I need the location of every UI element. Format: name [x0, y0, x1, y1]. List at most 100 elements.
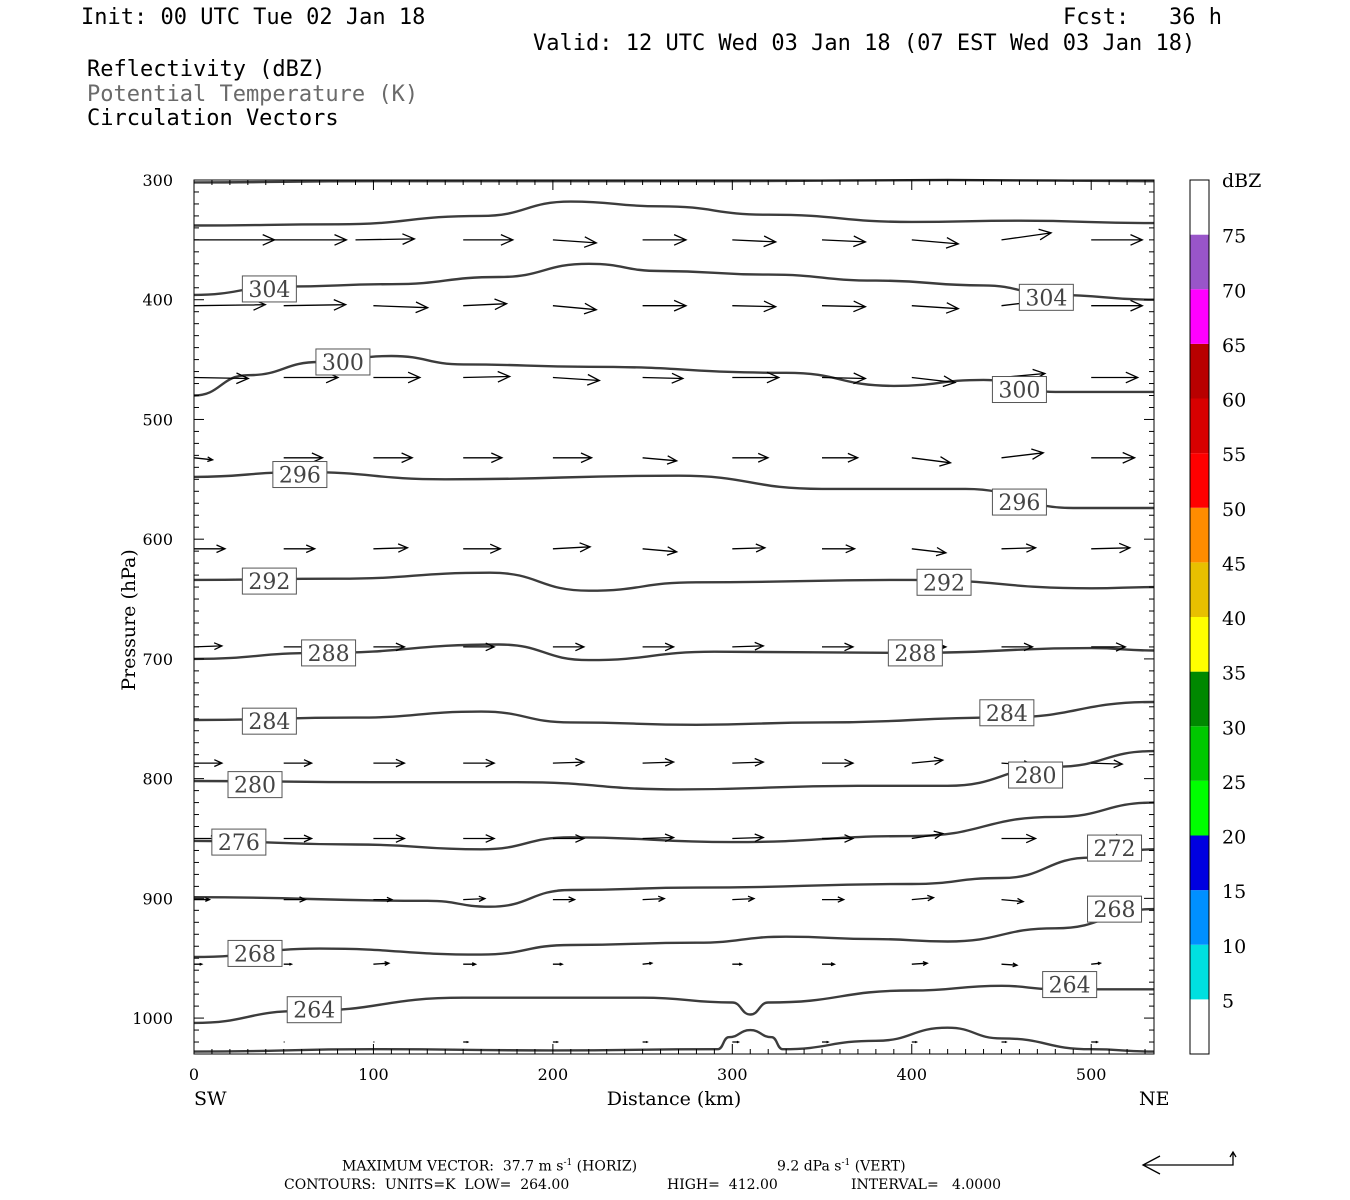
circulation-vector [642, 546, 679, 556]
max-vector-line: MAXIMUM VECTOR: 37.7 m s-1 (HORIZ) [342, 1158, 637, 1175]
contour-label: 304 [248, 278, 290, 303]
max-vector-label: MAXIMUM VECTOR: [342, 1158, 494, 1175]
circulation-vector [355, 233, 416, 245]
contour-high-label: HIGH= [667, 1177, 720, 1193]
colorbar-level-label: 35 [1222, 663, 1246, 685]
circulation-vector [732, 371, 781, 384]
colorbar-level-label: 65 [1222, 335, 1246, 357]
contour-label-box [1018, 283, 1074, 311]
colorbar-level-label: 70 [1222, 280, 1246, 302]
contour-label: 288 [894, 642, 936, 667]
circulation-vector [463, 758, 496, 768]
circulation-vector [463, 834, 496, 843]
contour-label-box [286, 996, 342, 1024]
contour-interval: INTERVAL= 4.0000 [851, 1177, 1001, 1193]
circulation-vector [552, 642, 586, 652]
circulation-vector [911, 375, 957, 388]
circulation-vector [373, 758, 406, 768]
colorbar-level-label: 40 [1222, 608, 1246, 630]
contour-label-box [211, 828, 267, 856]
circulation-vector [194, 234, 277, 246]
contour-label: 300 [998, 379, 1040, 404]
circulation-vector [1091, 234, 1144, 246]
contour-label-box [979, 699, 1035, 727]
circulation-vector [822, 962, 837, 967]
circulation-vector [463, 452, 504, 464]
circulation-vector [463, 543, 502, 554]
circulation-vector [373, 960, 391, 966]
circulation-vector [552, 757, 586, 767]
contour-label-box [272, 461, 328, 489]
circulation-vector [642, 895, 666, 903]
plot-frame [193, 179, 1155, 1055]
x-tick-label: 300 [717, 1065, 748, 1084]
circulation-vector [1001, 228, 1053, 241]
circulation-vector [283, 896, 307, 903]
circulation-vector [373, 371, 422, 384]
circulation-vector [1001, 833, 1038, 844]
x-tick-label: 0 [189, 1065, 199, 1084]
circulation-vector [193, 456, 215, 463]
contour-label-box [241, 707, 297, 735]
vert-max-line: 9.2 dPa s-1 (VERT) [777, 1158, 906, 1175]
x-right-end-label: NE [1139, 1088, 1170, 1110]
contour-line-272 [193, 848, 1155, 908]
y-tick-label: 300 [142, 171, 173, 190]
contour-label: 268 [1094, 898, 1136, 923]
colorbar-swatch [1190, 180, 1209, 235]
contour-label-box [1087, 895, 1143, 923]
contour-label: 288 [308, 642, 350, 667]
colorbar-swatch [1190, 398, 1209, 454]
horiz-max-value: 37.7 m s [502, 1158, 564, 1175]
circulation-vector [642, 372, 685, 384]
colorbar-swatch [1190, 507, 1209, 563]
reference-vector-icon [1141, 1150, 1237, 1175]
circulation-vector [552, 896, 577, 903]
contour-label-box [1008, 761, 1064, 789]
contour-line-268 [193, 907, 1155, 959]
field-circulation-vectors: Circulation Vectors [87, 106, 339, 131]
circulation-vector [283, 962, 294, 966]
contour-label: 292 [923, 571, 965, 596]
circulation-vector [283, 759, 314, 768]
circulation-vector [1091, 1040, 1100, 1044]
circulation-vector [283, 834, 314, 843]
circulation-vector [463, 298, 509, 311]
contour-label: 284 [986, 702, 1028, 727]
contour-line-264 [193, 984, 1154, 1025]
y-tick-label: 400 [142, 291, 173, 310]
circulation-vector [552, 452, 594, 464]
circulation-vector [193, 642, 224, 651]
contour-label: 280 [1015, 764, 1057, 789]
colorbar-swatch [1190, 890, 1209, 945]
circulation-vector [642, 299, 688, 312]
circulation-vector [911, 894, 936, 902]
x-tick-label: 200 [538, 1065, 569, 1084]
contour-high: HIGH= 412.00 [667, 1177, 778, 1193]
field-potential-temperature: Potential Temperature (K) [87, 82, 419, 107]
contour-label-box [991, 376, 1047, 404]
y-axis-title: Pressure (hPa) [118, 549, 140, 691]
circulation-vector [194, 962, 204, 966]
circulation-vector [732, 962, 744, 966]
contour-label-box [241, 275, 297, 303]
circulation-vector [373, 452, 414, 464]
circulation-vector [1091, 961, 1103, 966]
circulation-vector [1001, 448, 1045, 460]
circulation-vector [732, 1040, 741, 1044]
colorbar-level-label: 45 [1222, 553, 1246, 575]
colorbar-swatch [1190, 671, 1209, 727]
contour-label-box [241, 567, 297, 595]
contour-label: 268 [234, 942, 276, 967]
colorbar-swatch [1190, 562, 1209, 617]
x-tick-label: 100 [358, 1065, 389, 1084]
colorbar-level-label: 50 [1222, 499, 1246, 521]
colorbar-swatch [1190, 343, 1209, 399]
circulation-vector [822, 642, 855, 652]
circulation-vector [911, 546, 948, 557]
circulation-vector [463, 895, 487, 903]
circulation-vector [552, 542, 592, 553]
contour-label: 284 [248, 710, 290, 735]
circulation-vector [732, 235, 778, 248]
contour-line-304 [193, 262, 1155, 301]
